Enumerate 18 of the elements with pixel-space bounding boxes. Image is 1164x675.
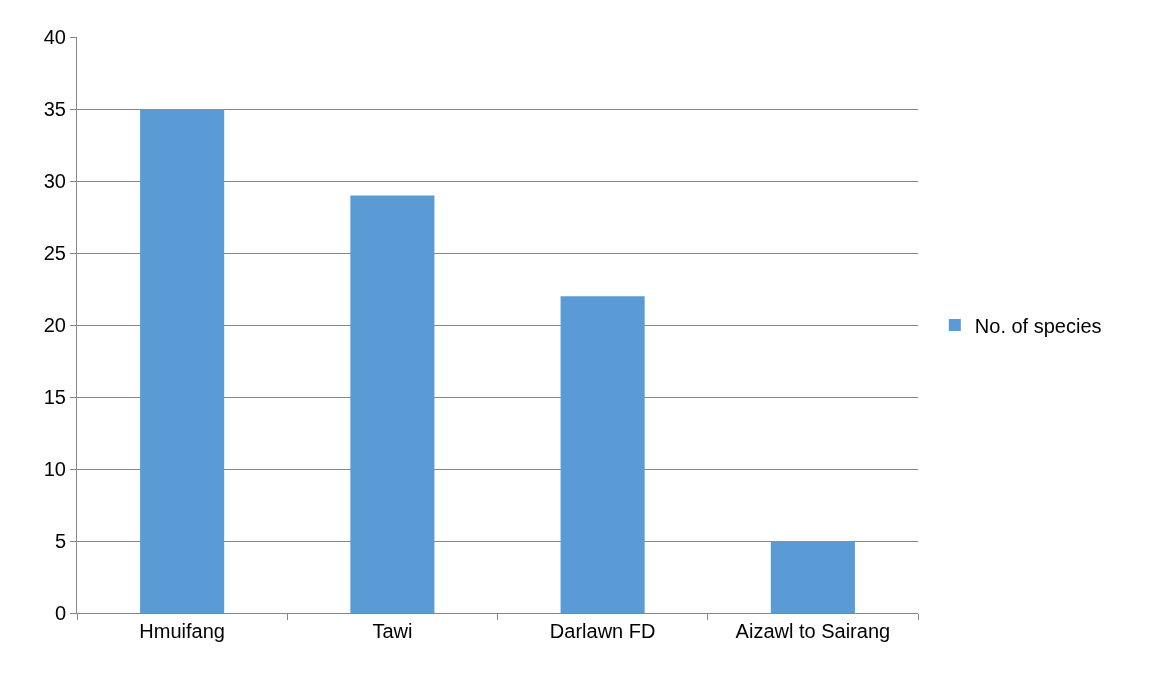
y-tick-label: 30 [43, 170, 66, 192]
y-tick-label: 35 [43, 98, 66, 120]
y-tick-label: 20 [43, 314, 66, 336]
bar [140, 109, 225, 613]
y-tick-label: 0 [54, 602, 66, 624]
y-tick-label: 40 [43, 26, 66, 48]
y-tick-label: 10 [43, 458, 66, 480]
x-tick-label: Hmuifang [139, 620, 225, 642]
y-tick-label: 15 [43, 386, 66, 408]
x-tick-label: Darlawn FD [549, 620, 656, 642]
x-tick-label: Aizawl to Sairang [735, 620, 891, 642]
legend-label: No. of species [974, 314, 1102, 337]
x-tick-label: Tawi [372, 620, 413, 642]
y-tick-label: 25 [43, 242, 66, 264]
bar [560, 296, 645, 613]
bar [770, 541, 855, 613]
y-tick-label: 5 [54, 530, 66, 552]
bar [350, 195, 435, 613]
